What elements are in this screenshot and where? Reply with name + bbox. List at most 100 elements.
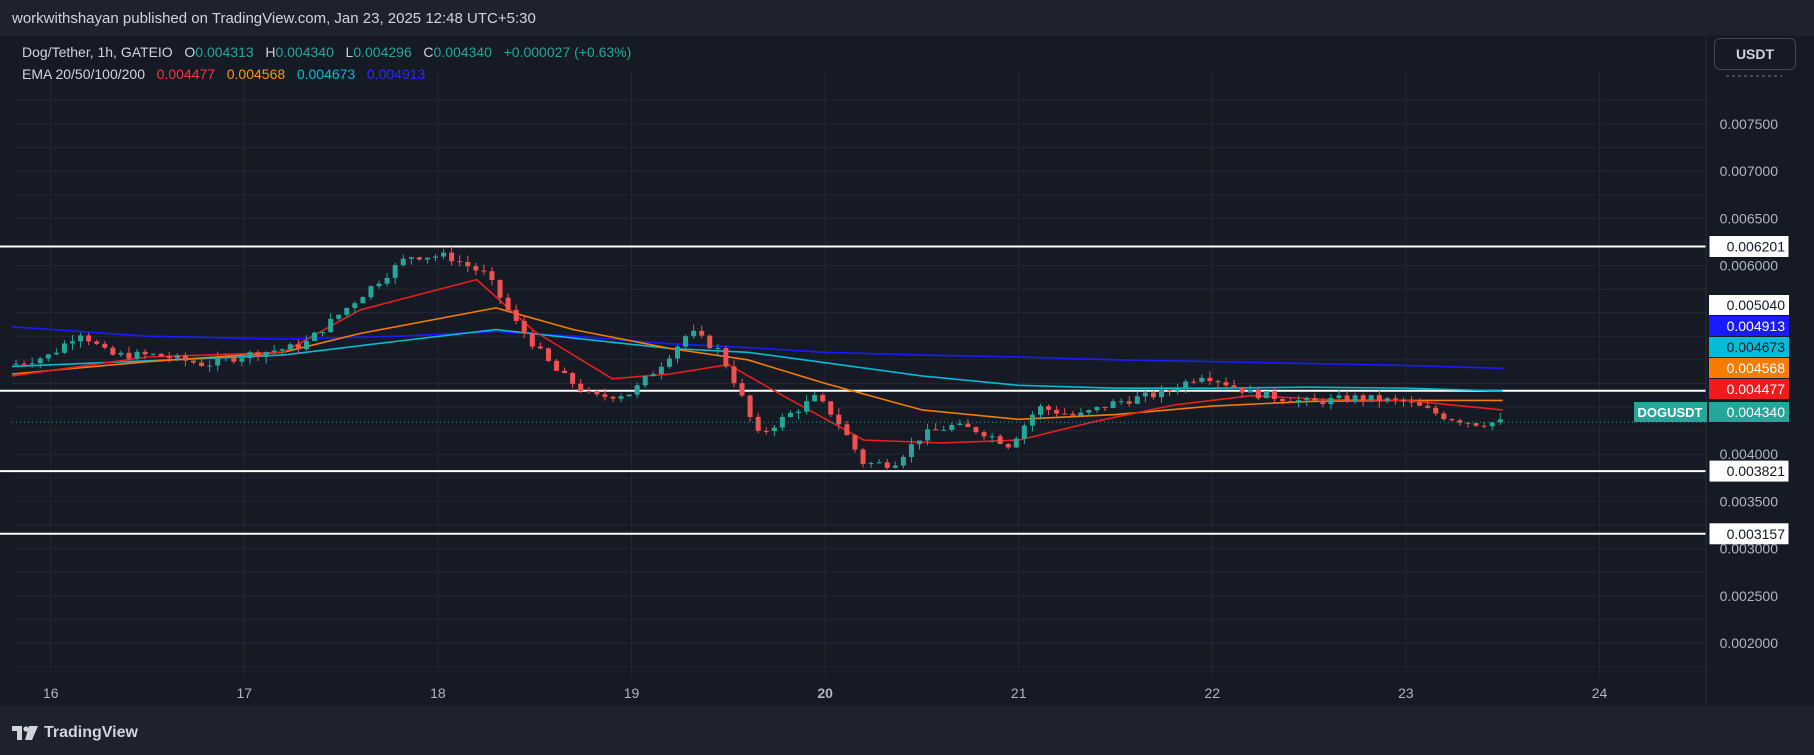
candle-down — [457, 261, 463, 263]
candle-up — [650, 373, 656, 377]
axis-price-tag-label: 0.004568 — [1727, 360, 1786, 376]
candle-up — [795, 411, 802, 413]
candle-up — [771, 427, 777, 431]
horizontal-levels: 0.006201 0.003821 0.003157 — [0, 234, 1790, 546]
candle-up — [925, 429, 931, 441]
currency-button[interactable]: USDT — [1714, 38, 1796, 70]
candle-up — [320, 332, 326, 334]
candle-down — [1191, 381, 1197, 383]
candle-down — [449, 252, 455, 262]
price-labels: 0.005040 0.004913 0.004673 0.004568 0.004477… — [12, 295, 1789, 423]
candle-down — [1449, 419, 1455, 421]
price-axis: 0.002000 0.002500 0.003000 0.003500 0.004000… — [1705, 36, 1782, 706]
candle-down — [529, 333, 535, 347]
axis-price-tag — [1709, 379, 1789, 399]
candle-down — [190, 360, 197, 363]
y-tick-label: 0.006000 — [1720, 257, 1779, 273]
y-tick-label: 0.003000 — [1720, 541, 1779, 557]
candle-up — [247, 352, 253, 359]
candle-down — [1465, 422, 1471, 424]
ema50-value: 0.004568 — [226, 66, 286, 82]
candle-down — [1344, 395, 1350, 402]
candle-down — [1320, 400, 1326, 405]
time-axis: 16 17 18 19 20 21 22 23 24 — [43, 685, 1608, 701]
axis-price-tag — [1709, 402, 1789, 422]
candle-down — [1481, 425, 1487, 427]
candle-up — [683, 336, 689, 347]
candle-up — [1352, 395, 1358, 402]
candle-up — [626, 394, 632, 397]
candle-up — [408, 257, 414, 259]
candle-down — [884, 462, 890, 468]
candle-down — [844, 424, 850, 436]
candle-up — [118, 352, 124, 355]
candle-up — [804, 401, 810, 412]
candle-up — [441, 252, 447, 257]
candle-down — [1376, 395, 1382, 402]
x-tick-label: 17 — [237, 685, 253, 701]
candle-down — [126, 352, 132, 359]
price-chart[interactable]: 0.006201 0.003821 0.003157 0.002000 0.00250… — [0, 36, 1814, 706]
candle-up — [666, 358, 672, 367]
candle-up — [1158, 389, 1165, 398]
candle-down — [110, 347, 116, 355]
candle-up — [53, 352, 59, 355]
y-tick-label: 0.004000 — [1720, 446, 1779, 462]
candle-up — [674, 346, 681, 359]
candle-up — [642, 376, 648, 386]
candle-down — [739, 383, 745, 396]
axis-price-tag — [1709, 358, 1789, 378]
ema100-line — [11, 328, 1503, 392]
candle-up — [876, 462, 882, 464]
candle-down — [1167, 389, 1173, 391]
y-tick-label: 0.006500 — [1720, 210, 1779, 226]
candle-up — [1304, 398, 1310, 401]
x-tick-label: 18 — [430, 685, 446, 701]
candle-up — [328, 318, 334, 333]
ema100-value: 0.004673 — [296, 66, 356, 82]
tradingview-brand: TradingView — [44, 724, 138, 741]
y-tick-label: 0.002500 — [1720, 588, 1779, 604]
level-price-label: 0.003821 — [1727, 463, 1786, 479]
axis-price-tag-label: 0.004340 — [1727, 404, 1786, 420]
candle-down — [594, 391, 600, 395]
candle-up — [215, 357, 221, 366]
candle-up — [1247, 389, 1253, 393]
candle-down — [489, 271, 495, 280]
tradingview-logo[interactable]: TradingView — [12, 724, 138, 742]
candle-down — [1457, 420, 1463, 423]
publisher-text: workwithshayan published on TradingView.… — [12, 10, 536, 27]
candle-down — [505, 297, 511, 310]
candle-up — [1183, 381, 1189, 389]
candle-down — [602, 394, 608, 397]
tradingview-logo-icon — [12, 726, 38, 740]
candle-up — [45, 354, 51, 359]
candle-up — [618, 396, 624, 399]
close-label: C — [423, 44, 434, 60]
candle-down — [723, 347, 729, 367]
candle-down — [553, 360, 560, 371]
candle-down — [521, 320, 527, 334]
candle-down — [763, 430, 769, 432]
ema200-value: 0.004913 — [366, 66, 426, 82]
candle-up — [779, 417, 785, 428]
candle-up — [787, 412, 793, 418]
axis-price-tag — [1709, 295, 1789, 315]
candle-down — [1150, 392, 1156, 398]
candle-down — [747, 395, 753, 417]
chart-area[interactable]: 0.006201 0.003821 0.003157 0.002000 0.00250… — [0, 36, 1814, 706]
level-price-box — [1708, 522, 1790, 546]
candle-down — [416, 257, 422, 260]
candle-up — [336, 314, 342, 319]
candle-up — [352, 303, 358, 308]
candle-up — [69, 341, 76, 344]
candle-up — [715, 347, 721, 349]
ema20-line — [11, 278, 1503, 444]
candle-up — [1142, 392, 1148, 397]
x-tick-label: 22 — [1205, 685, 1221, 701]
candle-down — [86, 335, 92, 342]
candle-up — [392, 265, 398, 278]
candle-up — [868, 463, 874, 465]
ema-label: EMA 20/50/100/200 — [22, 66, 145, 82]
candle-down — [182, 355, 188, 361]
